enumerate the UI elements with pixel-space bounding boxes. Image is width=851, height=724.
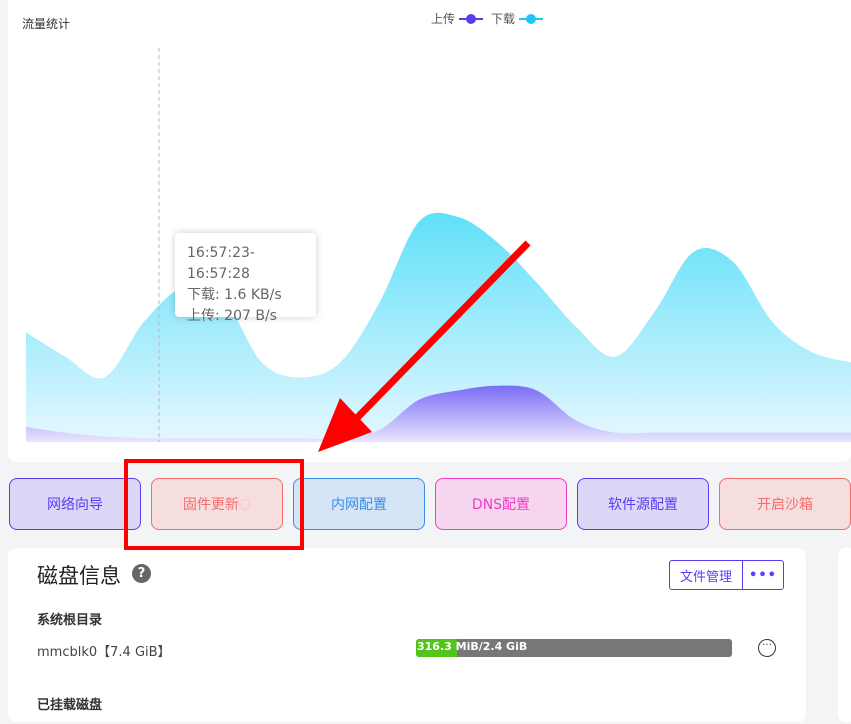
legend-upload[interactable]: 上传 [431, 10, 484, 27]
quick-action-button[interactable]: DNS配置 [435, 478, 567, 530]
quick-action-button[interactable]: 内网配置 [293, 478, 425, 530]
row-menu-icon[interactable]: ··· [758, 639, 776, 657]
chart-tooltip: 16:57:23-16:57:28 下载: 1.6 KB/s 上传: 207 B… [175, 233, 316, 324]
loading-spinner-icon: ◌ [238, 496, 252, 512]
quick-actions: 网络向导 固件更新 ◌ 内网配置 DNS配置 软件源配置 开启沙箱 [9, 478, 851, 530]
file-manager-button[interactable]: 文件管理 [680, 569, 733, 585]
chart-title: 流量统计 [22, 17, 71, 31]
quick-action-button[interactable]: 软件源配置 [577, 478, 709, 530]
side-card [838, 548, 851, 722]
file-manager-group: 文件管理 ••• [669, 560, 784, 590]
disk-title: 磁盘信息 [37, 564, 121, 588]
traffic-plot [26, 48, 851, 442]
quick-action-button[interactable]: 固件更新 ◌ [151, 478, 283, 530]
disk-usage-fill [416, 639, 457, 657]
chart-legend: 上传 下载 [431, 10, 544, 27]
root-dir-label: 系统根目录 [37, 613, 103, 628]
device-name: mmcblk0【7.4 GiB】 [37, 645, 171, 660]
disk-usage-text: 316.3 MiB/2.4 GiB [417, 640, 528, 653]
legend-download[interactable]: 下载 [491, 10, 544, 27]
disk-usage-bar: 316.3 MiB/2.4 GiB [416, 639, 732, 657]
quick-action-button[interactable]: 开启沙箱 [719, 478, 851, 530]
quick-action-button[interactable]: 网络向导 [9, 478, 141, 530]
help-icon[interactable]: ? [132, 564, 151, 583]
more-button[interactable]: ••• [742, 561, 783, 589]
mounted-disks-label: 已挂载磁盘 [37, 698, 103, 713]
disk-info-card: 磁盘信息 ? 文件管理 ••• 系统根目录 mmcblk0【7.4 GiB】 3… [8, 548, 806, 722]
